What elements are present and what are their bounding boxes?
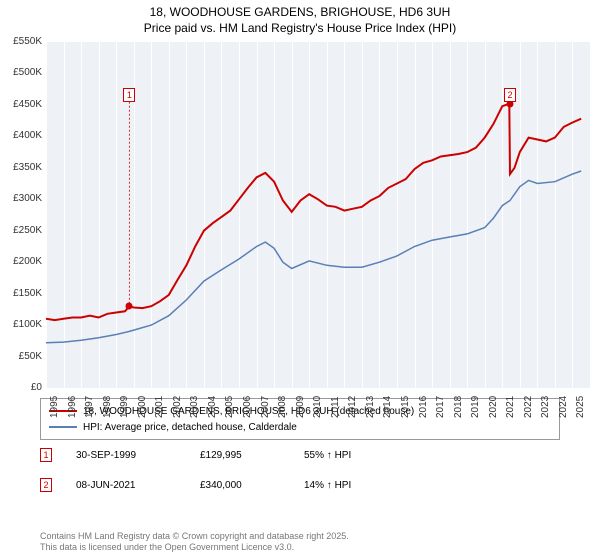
series-price_paid: [46, 104, 581, 320]
y-tick-label: £350K: [2, 162, 42, 173]
x-tick-label: 2020: [488, 396, 499, 418]
x-tick-label: 2010: [312, 396, 323, 418]
sale-row: 1 30-SEP-1999 £129,995 55% ↑ HPI: [40, 448, 560, 462]
x-tick-label: 2023: [540, 396, 551, 418]
x-tick-label: 1999: [119, 396, 130, 418]
chart-container: 18, WOODHOUSE GARDENS, BRIGHOUSE, HD6 3U…: [0, 0, 600, 560]
y-tick-label: £550K: [2, 36, 42, 47]
x-tick-label: 2017: [435, 396, 446, 418]
x-tick-label: 2015: [400, 396, 411, 418]
sale-price: £340,000: [200, 480, 280, 491]
x-tick-label: 2021: [505, 396, 516, 418]
x-tick-label: 2007: [260, 396, 271, 418]
marker-number-box: 1: [123, 88, 135, 102]
footer-attribution: Contains HM Land Registry data © Crown c…: [40, 531, 349, 554]
x-tick-label: 2000: [137, 396, 148, 418]
x-tick-label: 1998: [102, 396, 113, 418]
x-tick-label: 2012: [347, 396, 358, 418]
y-tick-label: £0: [2, 382, 42, 393]
legend-swatch: [49, 426, 77, 428]
x-tick-label: 2002: [172, 396, 183, 418]
x-tick-label: 2011: [330, 396, 341, 418]
sale-date: 30-SEP-1999: [76, 450, 176, 461]
chart-title: 18, WOODHOUSE GARDENS, BRIGHOUSE, HD6 3U…: [0, 0, 600, 36]
sale-row: 2 08-JUN-2021 £340,000 14% ↑ HPI: [40, 478, 560, 492]
y-tick-label: £250K: [2, 225, 42, 236]
x-tick-label: 2006: [242, 396, 253, 418]
x-tick-label: 2005: [224, 396, 235, 418]
x-tick-label: 2016: [418, 396, 429, 418]
legend-item: HPI: Average price, detached house, Cald…: [49, 419, 551, 435]
footer-line: This data is licensed under the Open Gov…: [40, 542, 349, 554]
y-tick-label: £100K: [2, 319, 42, 330]
sale-dot: [126, 303, 133, 310]
sale-marker-badge: 1: [40, 448, 52, 462]
x-tick-label: 2018: [453, 396, 464, 418]
sale-marker-badge: 2: [40, 478, 52, 492]
legend-label: HPI: Average price, detached house, Cald…: [83, 422, 297, 433]
sale-delta: 14% ↑ HPI: [304, 480, 351, 491]
title-line-2: Price paid vs. HM Land Registry's House …: [0, 20, 600, 36]
y-tick-label: £450K: [2, 99, 42, 110]
x-tick-label: 2024: [558, 396, 569, 418]
sale-date: 08-JUN-2021: [76, 480, 176, 491]
x-tick-label: 2008: [277, 396, 288, 418]
x-tick-label: 2022: [523, 396, 534, 418]
y-tick-label: £500K: [2, 67, 42, 78]
x-tick-label: 2003: [189, 396, 200, 418]
x-tick-label: 2025: [575, 396, 586, 418]
sale-price: £129,995: [200, 450, 280, 461]
y-tick-label: £300K: [2, 193, 42, 204]
x-tick-label: 1995: [49, 396, 60, 418]
y-tick-label: £50K: [2, 351, 42, 362]
marker-number-box: 2: [504, 88, 516, 102]
sale-delta: 55% ↑ HPI: [304, 450, 351, 461]
y-tick-label: £150K: [2, 288, 42, 299]
x-tick-label: 2009: [295, 396, 306, 418]
x-tick-label: 2014: [382, 396, 393, 418]
y-tick-label: £400K: [2, 130, 42, 141]
x-tick-label: 1997: [84, 396, 95, 418]
x-tick-label: 2004: [207, 396, 218, 418]
x-tick-label: 2013: [365, 396, 376, 418]
x-tick-label: 2019: [470, 396, 481, 418]
x-tick-label: 1996: [67, 396, 78, 418]
footer-line: Contains HM Land Registry data © Crown c…: [40, 531, 349, 543]
plot-area: 12: [46, 42, 590, 388]
y-tick-label: £200K: [2, 256, 42, 267]
x-tick-label: 2001: [154, 396, 165, 418]
title-line-1: 18, WOODHOUSE GARDENS, BRIGHOUSE, HD6 3U…: [0, 4, 600, 20]
